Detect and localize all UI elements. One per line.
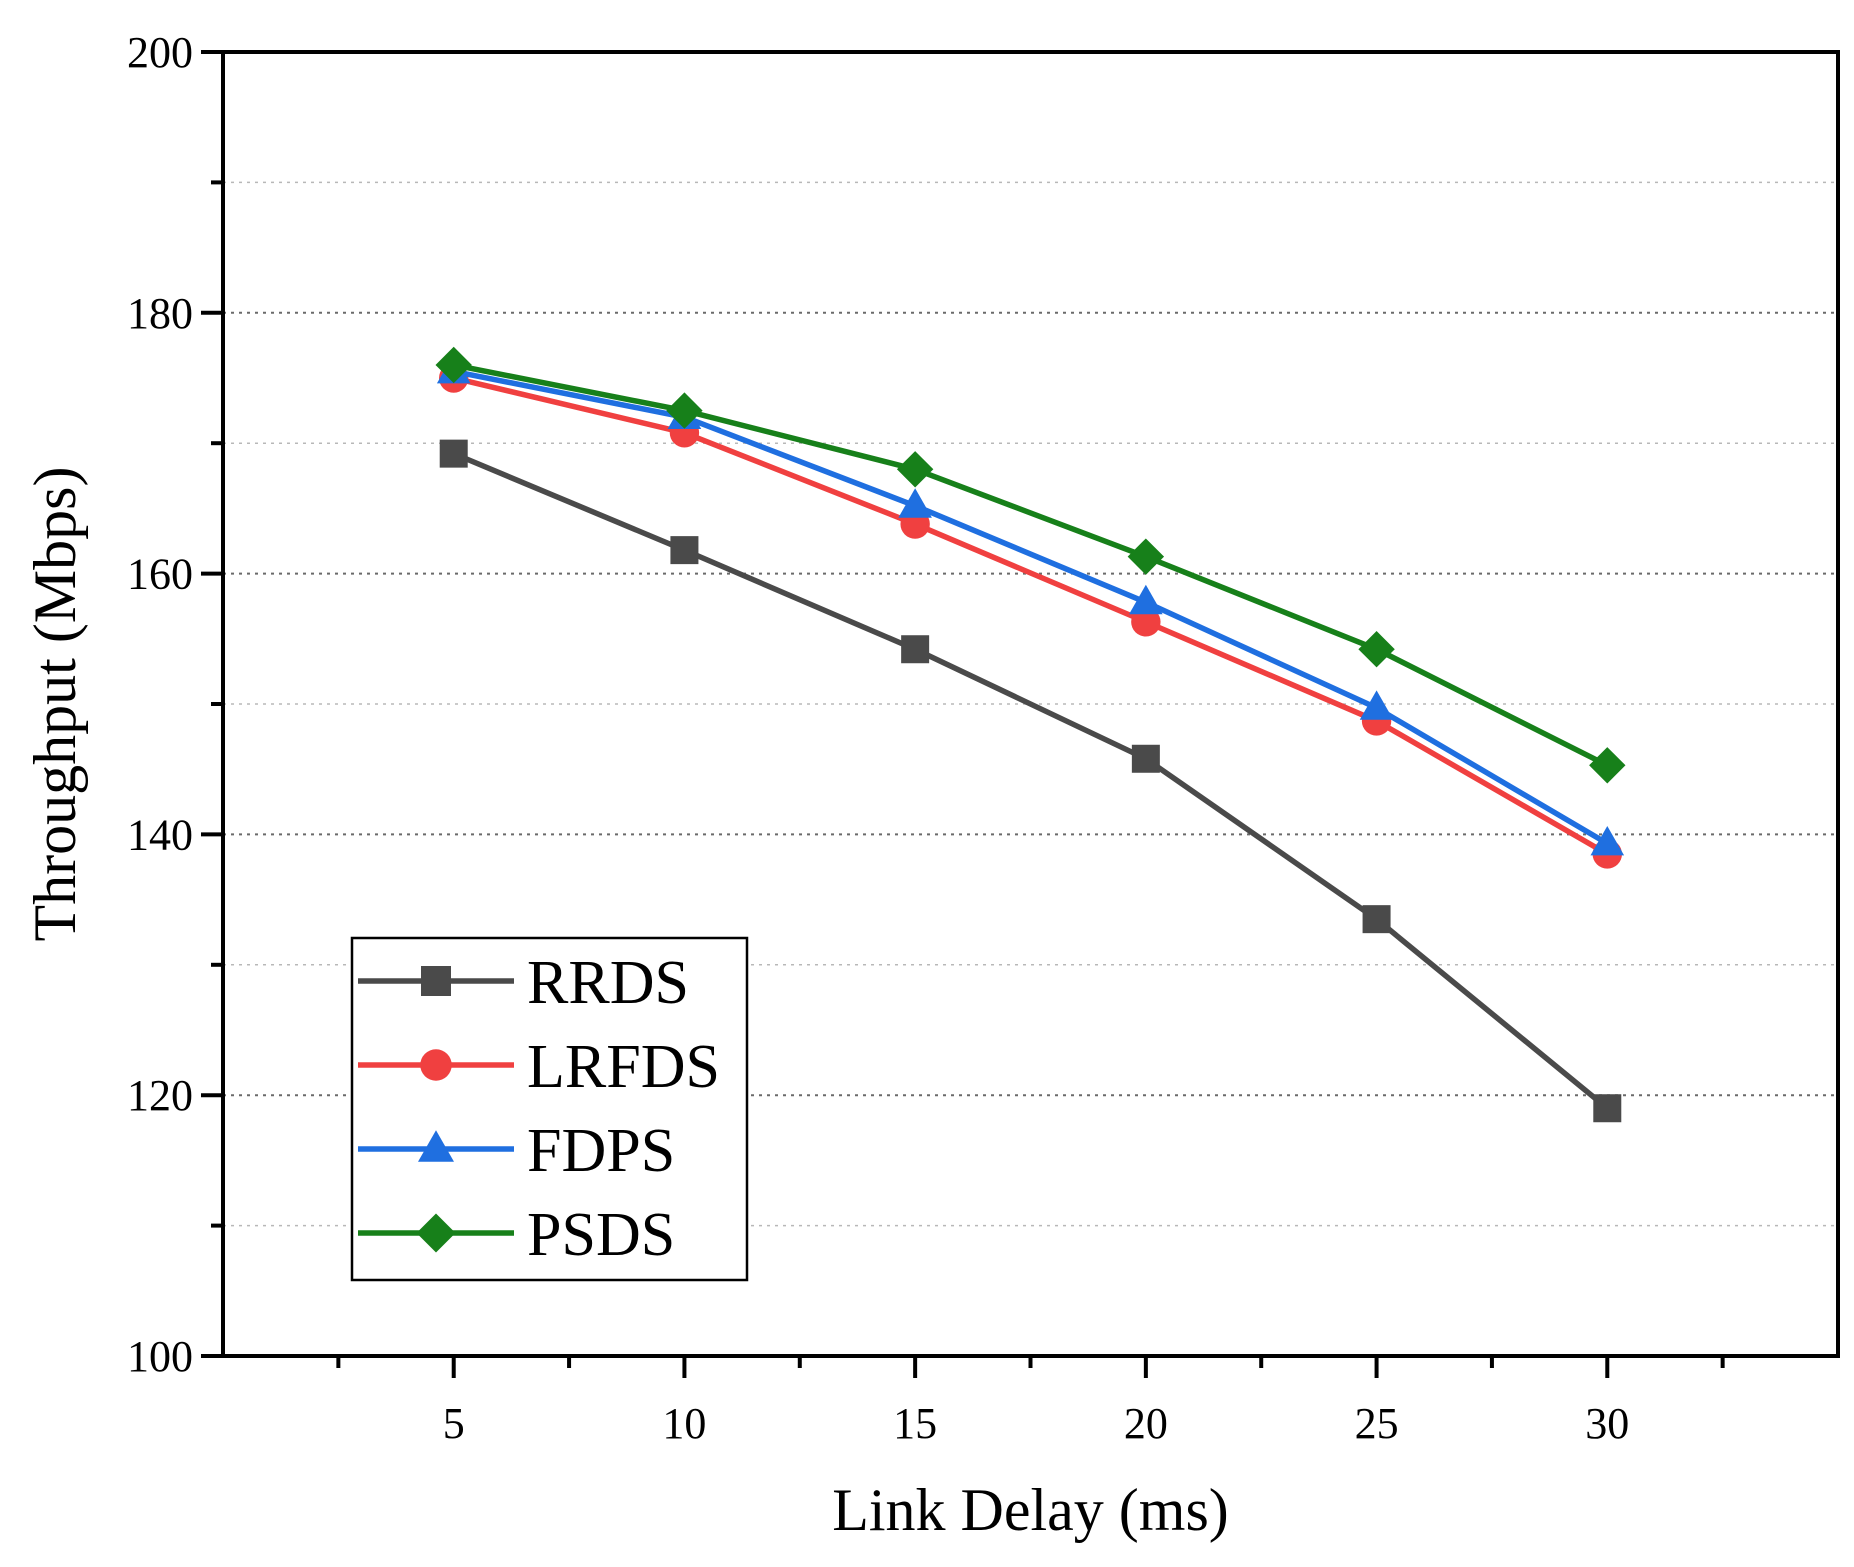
diamond-marker bbox=[666, 392, 703, 429]
square-marker bbox=[1362, 905, 1391, 934]
legend-box bbox=[350, 936, 749, 1282]
x-tick-label: 15 bbox=[893, 1399, 937, 1448]
triangle-marker bbox=[1590, 826, 1625, 856]
diamond-marker bbox=[1358, 631, 1395, 668]
square-marker bbox=[439, 439, 468, 468]
series-rrds bbox=[439, 439, 1622, 1123]
series-lines bbox=[435, 346, 1626, 1123]
legend-item-rrds: RRDS bbox=[358, 949, 689, 1017]
triangle-marker bbox=[1129, 584, 1163, 615]
legend-item-psds: PSDS bbox=[358, 1201, 675, 1269]
circle-marker bbox=[420, 1049, 452, 1081]
series-line bbox=[453, 362, 1609, 768]
x-tick-label: 25 bbox=[1355, 1399, 1399, 1448]
square-marker bbox=[1593, 1094, 1622, 1123]
y-tick-label: 140 bbox=[127, 810, 193, 859]
legend-label: PSDS bbox=[527, 1201, 675, 1269]
legend-label: FDPS bbox=[527, 1117, 675, 1185]
legend: RRDS LRFDS FDPS PSDS bbox=[350, 936, 749, 1282]
x-tick-label: 20 bbox=[1124, 1399, 1168, 1448]
legend-item-fdps: FDPS bbox=[358, 1117, 675, 1185]
y-tick-label: 200 bbox=[127, 28, 193, 77]
square-marker bbox=[1131, 744, 1160, 773]
diamond-marker bbox=[896, 451, 934, 488]
x-tick-label: 5 bbox=[443, 1399, 465, 1448]
y-axis-title: Throughput (Mbps) bbox=[22, 467, 88, 942]
series-fdps bbox=[436, 353, 1625, 856]
series-line bbox=[453, 375, 1609, 857]
series-lrfds bbox=[439, 363, 1622, 869]
triangle-marker bbox=[418, 1130, 454, 1162]
legend-item-lrfds: LRFDS bbox=[358, 1033, 720, 1101]
diamond-marker bbox=[416, 1213, 456, 1253]
diamond-marker bbox=[1127, 538, 1165, 575]
square-marker bbox=[670, 536, 699, 565]
triangle-marker bbox=[898, 488, 932, 518]
diamond-marker bbox=[1589, 747, 1626, 784]
circle-marker bbox=[1131, 607, 1161, 637]
x-tick-label: 30 bbox=[1585, 1399, 1629, 1448]
series-psds bbox=[435, 346, 1626, 784]
square-marker bbox=[421, 966, 451, 996]
legend-label: LRFDS bbox=[527, 1033, 720, 1101]
y-tick-label: 160 bbox=[127, 550, 193, 599]
legend-label: RRDS bbox=[527, 949, 689, 1017]
series-line bbox=[453, 368, 1609, 846]
triangle-marker bbox=[1359, 690, 1394, 720]
series-line bbox=[452, 451, 1610, 1111]
y-tick-label: 180 bbox=[127, 289, 193, 338]
square-marker bbox=[901, 635, 930, 664]
x-axis-title: Link Delay (ms) bbox=[832, 1477, 1229, 1543]
diamond-marker bbox=[435, 346, 472, 384]
axis-ticks: 100 120 140 160 180 200 5 10 15 20 25 30 bbox=[127, 28, 1725, 1448]
y-tick-label: 100 bbox=[127, 1332, 193, 1381]
y-tick-label: 120 bbox=[127, 1071, 193, 1120]
x-tick-label: 10 bbox=[662, 1399, 706, 1448]
